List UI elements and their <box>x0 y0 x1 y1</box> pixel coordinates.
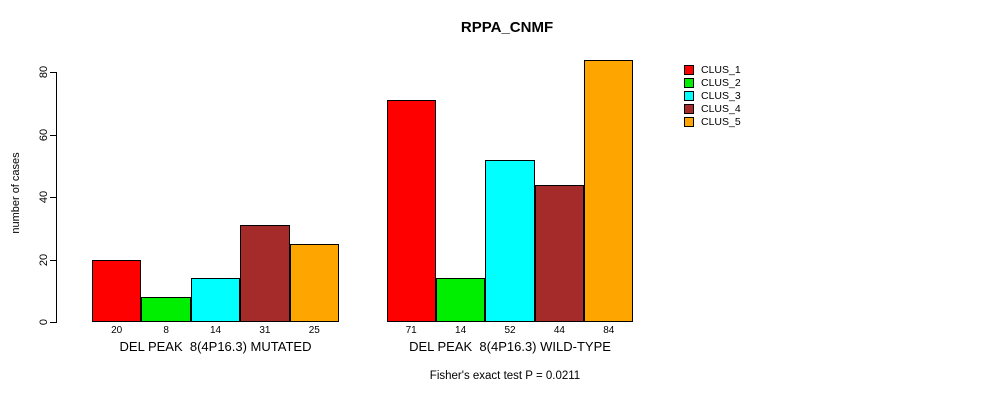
legend-item: CLUS_2 <box>684 76 741 89</box>
chart-title: RPPA_CNMF <box>460 19 554 36</box>
bar-value-label: 14 <box>455 325 467 336</box>
legend-swatch <box>684 77 694 88</box>
legend: CLUS_1 CLUS_2 CLUS_3 CLUS_4 CLUS_5 <box>684 63 741 128</box>
legend-item: CLUS_3 <box>684 89 741 102</box>
legend-swatch <box>684 90 694 101</box>
legend-item: CLUS_4 <box>684 102 741 115</box>
bar-value-label: 31 <box>259 325 271 336</box>
group-label: DEL PEAK 8(4P16.3) WILD-TYPE <box>409 339 611 354</box>
y-tick <box>50 134 57 136</box>
bar-clus_1-group1 <box>92 259 142 322</box>
bar-value-label: 44 <box>553 325 565 336</box>
y-tick <box>50 197 57 198</box>
bar-value-label: 8 <box>163 325 169 336</box>
bar-value-label: 52 <box>504 325 516 336</box>
bar-clus_4-group2 <box>534 184 585 322</box>
y-axis-label: number of cases <box>10 152 22 234</box>
legend-label: CLUS_5 <box>701 115 741 128</box>
legend-item: CLUS_5 <box>684 115 741 128</box>
y-tick <box>50 259 57 261</box>
legend-label: CLUS_1 <box>701 63 741 76</box>
bar-clus_1-group2 <box>386 100 436 322</box>
legend-swatch <box>684 116 694 127</box>
legend-label: CLUS_3 <box>701 89 741 102</box>
y-tick-label: 20 <box>38 253 50 266</box>
legend-swatch <box>684 64 694 75</box>
legend-item: CLUS_1 <box>684 63 741 76</box>
legend-swatch <box>684 103 694 114</box>
bar-value-label: 25 <box>308 325 320 336</box>
y-tick-label: 40 <box>38 190 50 204</box>
y-tick-label: 60 <box>38 128 50 141</box>
y-tick <box>50 72 57 73</box>
annotation-text: Fisher's exact test P = 0.0211 <box>429 370 581 382</box>
bar-value-label: 71 <box>405 325 417 336</box>
bar-clus_2-group2 <box>435 278 486 322</box>
bar-value-label: 14 <box>209 325 222 336</box>
y-tick <box>50 322 57 323</box>
bar-clus_4-group1 <box>240 225 290 322</box>
bar-clus_5-group2 <box>584 59 634 322</box>
legend-label: CLUS_2 <box>701 76 741 89</box>
bar-clus_3-group2 <box>485 159 535 322</box>
bar-clus_2-group1 <box>141 297 191 322</box>
y-tick-label: 80 <box>38 65 50 79</box>
legend-label: CLUS_4 <box>701 102 741 115</box>
y-tick-label: 0 <box>38 318 50 326</box>
bar-clus_5-group1 <box>289 243 339 322</box>
group-label: DEL PEAK 8(4P16.3) MUTATED <box>119 339 312 354</box>
bar-value-label: 20 <box>111 325 123 336</box>
bar-clus_3-group1 <box>190 278 241 322</box>
bar-value-label: 84 <box>603 325 615 336</box>
